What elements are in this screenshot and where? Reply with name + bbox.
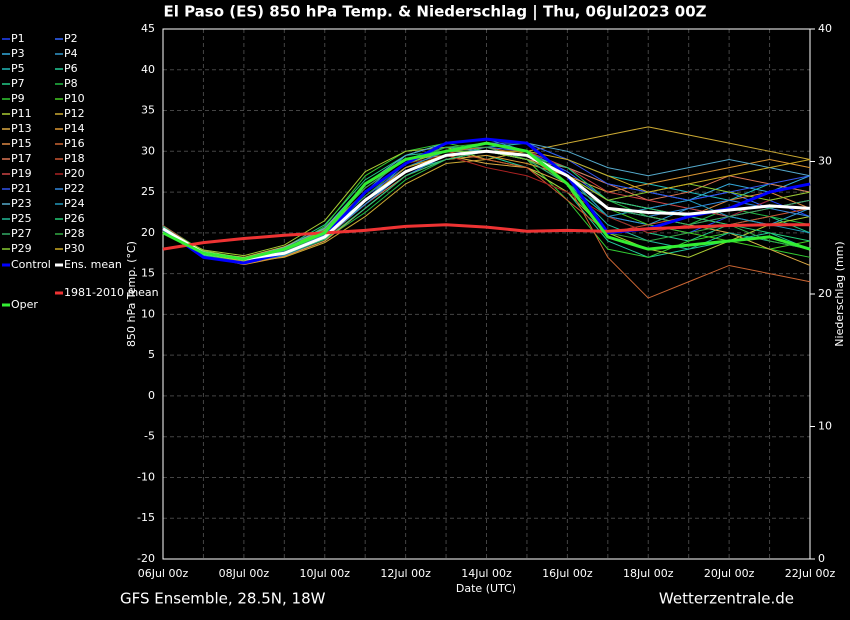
footer-left: GFS Ensemble, 28.5N, 18W <box>120 590 326 608</box>
legend-label: P1 <box>11 32 25 45</box>
x-tick-label: 22Jul 00z <box>785 567 836 580</box>
legend-label: P7 <box>11 77 25 90</box>
series-line <box>162 223 810 251</box>
y-tick-label: 40 <box>141 63 155 76</box>
legend-label: P22 <box>64 182 85 195</box>
legend-label: Oper <box>11 298 38 311</box>
y2-tick-label: 30 <box>818 155 832 168</box>
legend-label: P21 <box>11 182 32 195</box>
y2-tick-label: 40 <box>818 22 832 35</box>
y-tick-label: -15 <box>137 511 155 524</box>
y2-tick-label: 10 <box>818 420 832 433</box>
y-tick-label: 20 <box>141 226 155 239</box>
legend-label: Control <box>11 258 51 271</box>
y2-axis-label: Niederschlag (mm) <box>833 241 846 346</box>
legend-label: Ens. mean <box>64 258 122 271</box>
x-axis-label: Date (UTC) <box>456 582 516 595</box>
y-tick-label: 5 <box>148 348 155 361</box>
series-line <box>162 154 811 266</box>
legend-label: P16 <box>64 137 85 150</box>
legend-label: P8 <box>64 77 78 90</box>
y-tick-label: 35 <box>141 104 155 117</box>
legend-label: P3 <box>11 47 25 60</box>
y-tick-label: 45 <box>141 22 155 35</box>
legend-label: P15 <box>11 137 32 150</box>
y-tick-label: 30 <box>141 144 155 157</box>
legend-label: P6 <box>64 62 78 75</box>
legend-label: P9 <box>11 92 25 105</box>
footer-right: Wetterzentrale.de <box>659 590 794 608</box>
x-tick-label: 18Jul 00z <box>623 567 674 580</box>
legend-label: P19 <box>11 167 32 180</box>
legend-label: P28 <box>64 227 85 240</box>
legend-label: P23 <box>11 197 32 210</box>
chart-title: El Paso (ES) 850 hPa Temp. & Niederschla… <box>163 3 706 22</box>
legend-label: P12 <box>64 107 85 120</box>
series-line <box>162 141 811 261</box>
y2-tick-label: 0 <box>818 552 825 565</box>
series-line <box>162 149 811 261</box>
x-tick-label: 16Jul 00z <box>542 567 593 580</box>
y-tick-label: 25 <box>141 185 155 198</box>
legend-label: P2 <box>64 32 78 45</box>
y-tick-label: -5 <box>144 430 155 443</box>
legend-label: P13 <box>11 122 32 135</box>
legend-label: P14 <box>64 122 85 135</box>
legend-label: P10 <box>64 92 85 105</box>
y-tick-label: -20 <box>137 552 155 565</box>
y-tick-label: 10 <box>141 307 155 320</box>
x-tick-label: 12Jul 00z <box>380 567 431 580</box>
y-tick-label: 15 <box>141 267 155 280</box>
legend-label: P20 <box>64 167 85 180</box>
legend-label: P4 <box>64 47 78 60</box>
legend-label: 1981-2010 mean <box>64 286 159 299</box>
x-tick-label: 14Jul 00z <box>461 567 512 580</box>
y-tick-label: 0 <box>148 389 155 402</box>
x-tick-label: 06Jul 00z <box>138 567 189 580</box>
legend-label: P18 <box>64 152 85 165</box>
legend-label: P5 <box>11 62 25 75</box>
legend-label: P24 <box>64 197 85 210</box>
plot-frame <box>162 28 811 560</box>
legend-label: P29 <box>11 242 32 255</box>
legend-label: P30 <box>64 242 85 255</box>
legend-label: P27 <box>11 227 32 240</box>
legend-label: P11 <box>11 107 32 120</box>
legend-label: P25 <box>11 212 32 225</box>
x-tick-label: 20Jul 00z <box>704 567 755 580</box>
y-tick-label: -10 <box>137 470 155 483</box>
y2-tick-label: 20 <box>818 287 832 300</box>
legend-label: P17 <box>11 152 32 165</box>
y-axis-label: 850 hPa Temp. (°C) <box>125 241 138 347</box>
x-tick-label: 08Jul 00z <box>219 567 270 580</box>
legend-label: P26 <box>64 212 85 225</box>
x-tick-label: 10Jul 00z <box>299 567 350 580</box>
